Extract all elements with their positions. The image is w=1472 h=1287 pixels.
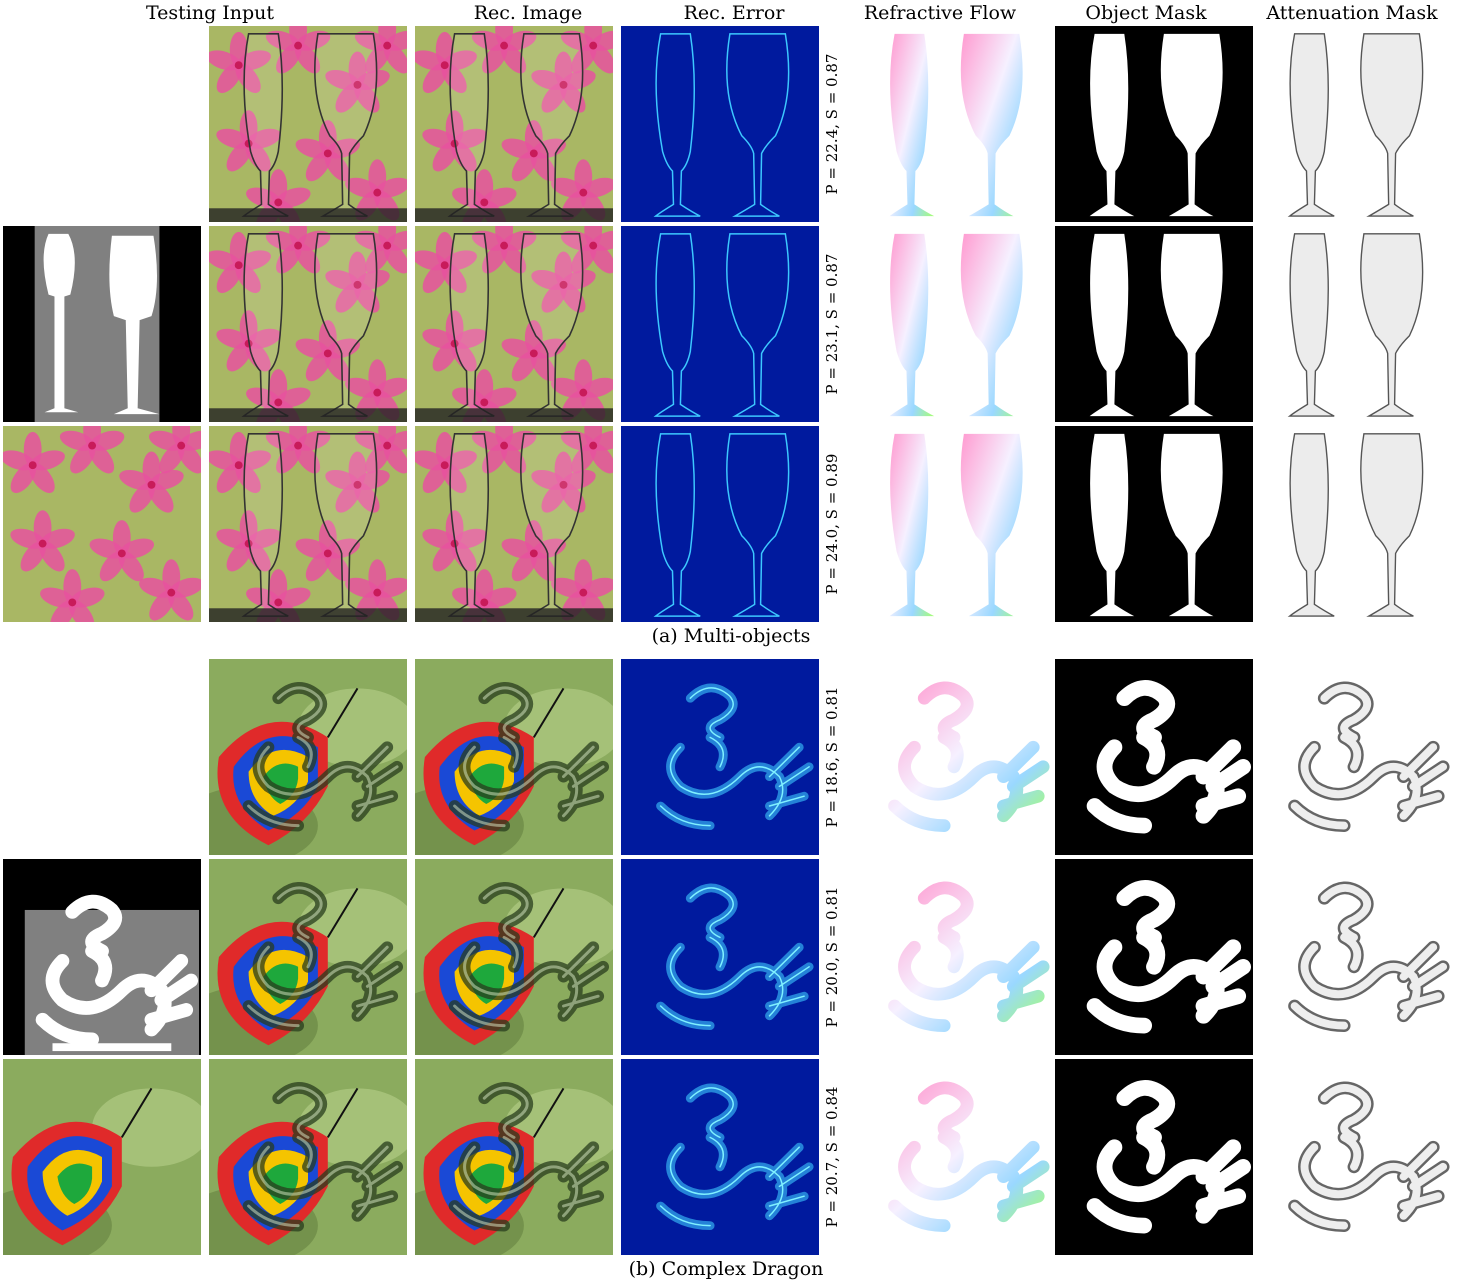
object-mask-image xyxy=(1055,1059,1253,1255)
column-header: Testing Input xyxy=(145,2,275,24)
rec-error-image xyxy=(621,1059,819,1255)
section-caption: (a) Multi-objects xyxy=(651,625,811,647)
photo-image xyxy=(209,26,407,222)
object-mask-image xyxy=(1055,659,1253,855)
object-mask-image xyxy=(1055,859,1253,1055)
object-mask-image xyxy=(1055,26,1253,222)
metric-label: P = 23.1, S = 0.87 xyxy=(823,253,841,395)
section-caption: (b) Complex Dragon xyxy=(628,1258,824,1280)
photo-image xyxy=(209,1059,407,1255)
metric-label: P = 20.7, S = 0.84 xyxy=(823,1086,841,1228)
attenuation-mask-image xyxy=(1255,1059,1453,1255)
refractive-flow-image xyxy=(855,859,1053,1055)
rec-image-image xyxy=(415,226,613,422)
attenuation-mask-image xyxy=(1255,859,1453,1055)
rec-error-image xyxy=(621,859,819,1055)
refractive-flow-image xyxy=(855,659,1053,855)
testing-input-image xyxy=(3,426,201,622)
column-header: Rec. Image xyxy=(473,2,583,24)
refractive-flow-image xyxy=(855,26,1053,222)
column-header: Object Mask xyxy=(1085,2,1207,24)
refractive-flow-image xyxy=(855,426,1053,622)
testing-input-image xyxy=(3,859,201,1055)
refractive-flow-image xyxy=(855,226,1053,422)
rec-error-image xyxy=(621,426,819,622)
photo-image xyxy=(209,426,407,622)
photo-image xyxy=(209,659,407,855)
attenuation-mask-image xyxy=(1255,26,1453,222)
rec-error-image xyxy=(621,26,819,222)
attenuation-mask-image xyxy=(1255,659,1453,855)
rec-image-image xyxy=(415,859,613,1055)
rec-image-image xyxy=(415,659,613,855)
metric-label: P = 20.0, S = 0.81 xyxy=(823,886,841,1028)
column-header: Attenuation Mask xyxy=(1266,2,1438,24)
metric-label: P = 24.0, S = 0.89 xyxy=(823,453,841,595)
rec-error-image xyxy=(621,226,819,422)
photo-image xyxy=(209,226,407,422)
object-mask-image xyxy=(1055,426,1253,622)
rec-image-image xyxy=(415,1059,613,1255)
testing-input-image xyxy=(3,226,201,422)
metric-label: P = 22.4, S = 0.87 xyxy=(823,53,841,195)
rec-error-image xyxy=(621,659,819,855)
rec-image-image xyxy=(415,426,613,622)
object-mask-image xyxy=(1055,226,1253,422)
attenuation-mask-image xyxy=(1255,226,1453,422)
column-header: Refractive Flow xyxy=(863,2,1017,24)
column-header: Rec. Error xyxy=(683,2,785,24)
metric-label: P = 18.6, S = 0.81 xyxy=(823,686,841,828)
attenuation-mask-image xyxy=(1255,426,1453,622)
refractive-flow-image xyxy=(855,1059,1053,1255)
rec-image-image xyxy=(415,26,613,222)
photo-image xyxy=(209,859,407,1055)
testing-input-image xyxy=(3,1059,201,1255)
